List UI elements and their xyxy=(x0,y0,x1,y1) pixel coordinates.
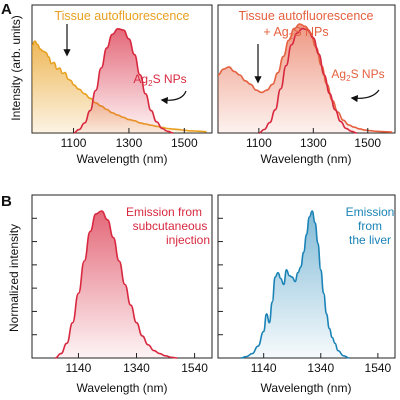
x-tick-label: 1340 xyxy=(123,361,150,375)
annotation-ag2s-nps-right: Ag2S NPs xyxy=(331,67,384,83)
ag2s-nps-line-right xyxy=(258,27,357,134)
panel-a-right-ticks: 1100 1300 1500 xyxy=(246,128,381,150)
x-tick-label: 1100 xyxy=(61,136,87,150)
panel-a-left: 1100 1300 1500 Wavelength (nm) Tissue auto… xyxy=(31,4,213,166)
panel-a-label: A xyxy=(1,1,12,18)
liver-emission-area xyxy=(240,211,350,358)
annotation-subcutaneous: subcutaneous xyxy=(133,219,208,233)
liver-emission-line xyxy=(240,210,350,359)
panel-a-left-x-axis-title: Wavelength (nm) xyxy=(77,152,168,166)
panel-b-right: 1140 1340 1540 Wavelength (nm) Emission fr… xyxy=(217,194,396,395)
annotation-ag2s-nps-left: Ag2S NPs xyxy=(133,72,186,88)
combined-emission-line xyxy=(217,23,393,133)
ag2s-nps-line xyxy=(73,27,174,134)
panel-b-left: 1140 1340 1540 Wavelength (nm) Emission fr… xyxy=(31,194,213,395)
curved-arrow-icon-right xyxy=(350,89,380,103)
annotation-tissue-autofluorescence: Tissue autofluorescence xyxy=(54,9,189,23)
panel-a-y-axis-title: Intensity (arb. units) xyxy=(9,15,23,120)
tissue-autofluorescence-area xyxy=(32,41,207,134)
ag2s-nps-area xyxy=(73,28,174,133)
x-tick-label: 1140 xyxy=(66,361,92,375)
combined-emission-area xyxy=(218,24,393,133)
x-tick-label: 1100 xyxy=(246,136,272,150)
panel-a-left-ticks: 1100 1300 1500 xyxy=(61,128,198,150)
annotation-injection: injection xyxy=(166,233,210,247)
curved-arrow-icon xyxy=(160,90,187,105)
annotation-the-liver: the liver xyxy=(349,233,391,247)
panel-b-left-x-axis-title: Wavelength (nm) xyxy=(77,381,168,395)
panel-b-right-ticks: 1140 1340 1540 xyxy=(218,217,392,375)
subcutaneous-emission-area xyxy=(55,211,178,358)
panel-a-right-x-axis-title: Wavelength (nm) xyxy=(261,152,352,166)
panel-b-label: B xyxy=(1,193,12,210)
x-tick-label: 1500 xyxy=(171,136,198,150)
x-tick-label: 1340 xyxy=(307,361,334,375)
x-tick-label: 1300 xyxy=(300,136,327,150)
x-tick-label: 1300 xyxy=(116,136,143,150)
annotation-from: from xyxy=(358,219,382,233)
annotation-tissue-autofluorescence-right: Tissue autofluorescence xyxy=(238,9,373,23)
annotation-emission: Emission xyxy=(346,205,395,219)
subcutaneous-emission-line xyxy=(55,210,178,359)
panel-a-right: 1100 1300 1500 Wavelength (nm) Tissue auto… xyxy=(217,4,396,166)
panel-b-right-x-axis-title: Wavelength (nm) xyxy=(261,381,352,395)
x-tick-label: 1540 xyxy=(181,361,208,375)
annotation-plus-ag2s: + Ag2S NPs xyxy=(263,25,328,41)
x-tick-label: 1540 xyxy=(365,361,392,375)
panel-b-left-ticks: 1140 1340 1540 xyxy=(32,217,208,375)
x-tick-label: 1500 xyxy=(354,136,381,150)
panel-b-y-axis-title: Normalized intensity xyxy=(7,224,21,332)
x-tick-label: 1140 xyxy=(251,361,277,375)
annotation-emission-from: Emission from xyxy=(126,205,202,219)
